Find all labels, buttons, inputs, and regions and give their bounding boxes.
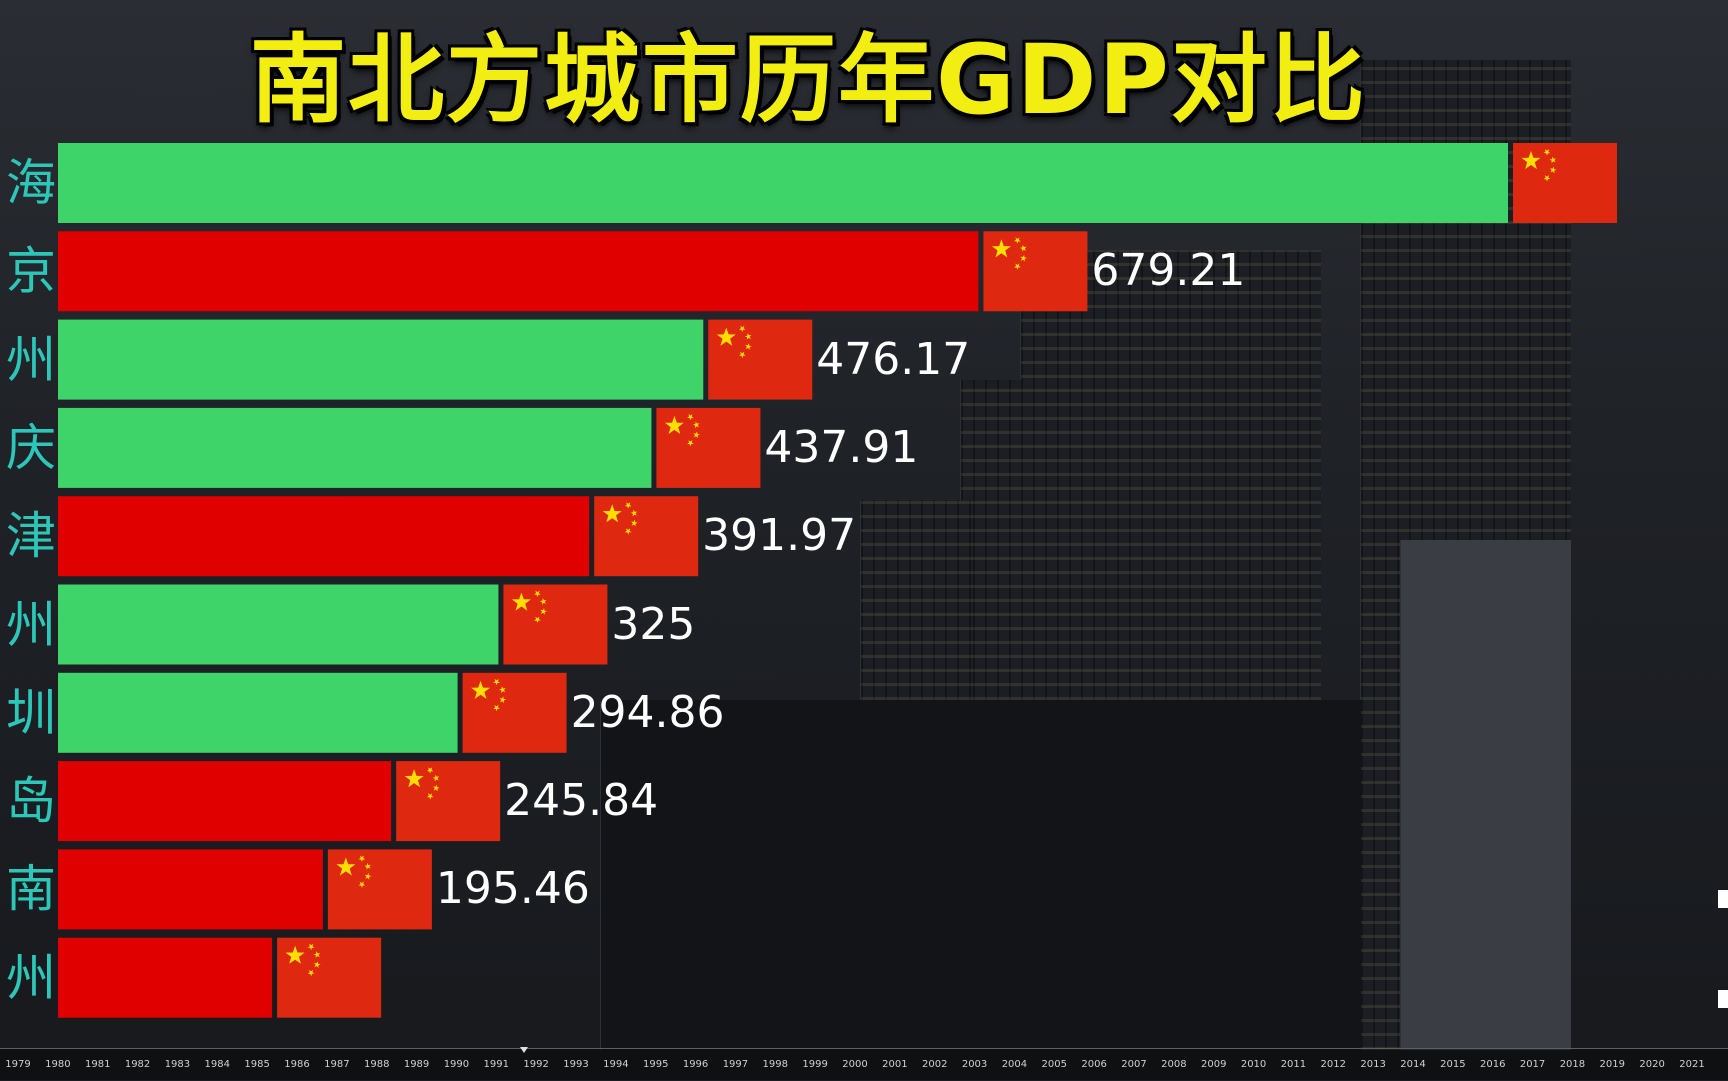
timeline-year-tick[interactable]: 1999 — [802, 1059, 828, 1070]
timeline-year-tick[interactable]: 1997 — [722, 1059, 749, 1070]
timeline-year-tick[interactable]: 2017 — [1519, 1059, 1546, 1070]
bar-8 — [58, 761, 392, 842]
value-label: 679.21 — [1091, 245, 1246, 297]
china-flag-icon — [1513, 143, 1617, 223]
timeline-year-tick[interactable]: 1985 — [244, 1059, 270, 1070]
side-marker — [1718, 990, 1728, 1008]
timeline-year-tick[interactable]: 2002 — [921, 1059, 948, 1070]
timeline-year-tick[interactable]: 1991 — [483, 1059, 510, 1070]
bar-7 — [58, 672, 458, 753]
timeline-year-tick[interactable]: 2003 — [961, 1059, 988, 1070]
timeline-year-tick[interactable]: 2009 — [1200, 1059, 1227, 1070]
china-flag-icon — [656, 407, 761, 488]
value-label: 391.97 — [702, 510, 857, 562]
year-timeline[interactable]: 1979 1980 1981 1982 1983 1984 1985 1986 1987 1988… — [0, 1047, 1728, 1081]
timeline-year-tick[interactable]: 1983 — [164, 1059, 191, 1070]
timeline-year-tick[interactable]: 2015 — [1440, 1059, 1466, 1070]
value-label: 476.17 — [816, 333, 971, 385]
value-label: 294.86 — [570, 686, 725, 738]
timeline-year-tick[interactable]: 1988 — [363, 1059, 390, 1070]
value-label: 437.91 — [764, 421, 919, 473]
china-flag-icon — [396, 761, 501, 842]
bar-5 — [58, 496, 590, 577]
city-label: 海 — [6, 154, 56, 212]
timeline-year-tick[interactable]: 1979 — [5, 1059, 31, 1070]
china-flag-icon — [594, 496, 699, 577]
timeline-year-tick[interactable]: 2006 — [1081, 1059, 1107, 1070]
timeline-year-tick[interactable]: 2019 — [1599, 1059, 1626, 1070]
timeline-year-tick[interactable]: 2007 — [1121, 1059, 1147, 1070]
timeline-year-tick[interactable]: 1984 — [204, 1059, 231, 1070]
china-flag-icon — [327, 849, 432, 930]
china-flag-icon — [277, 937, 382, 1018]
timeline-year-tick[interactable]: 1987 — [324, 1059, 350, 1070]
timeline-year-tick[interactable]: 1981 — [84, 1059, 111, 1070]
city-label: 津 — [6, 507, 56, 566]
timeline-year-tick[interactable]: 1995 — [642, 1059, 669, 1070]
background-street — [600, 700, 1361, 1050]
timeline-marker — [520, 1047, 528, 1053]
china-flag-icon — [983, 231, 1088, 312]
bar-6 — [58, 584, 499, 665]
bar-9 — [58, 849, 323, 930]
city-label: 州 — [6, 595, 56, 654]
bar-4 — [58, 407, 652, 488]
timeline-year-tick[interactable]: 1986 — [284, 1059, 310, 1070]
city-label: 州 — [6, 948, 56, 1007]
bar-chart — [58, 143, 1617, 1018]
timeline-year-tick[interactable]: 2008 — [1161, 1059, 1187, 1070]
city-label: 京 — [6, 242, 56, 301]
side-marker — [1718, 890, 1728, 908]
city-label: 州 — [6, 330, 56, 389]
timeline-year-tick[interactable]: 1993 — [563, 1059, 589, 1070]
timeline-year-tick[interactable]: 2012 — [1320, 1059, 1347, 1070]
city-label: 圳 — [6, 683, 56, 742]
timeline-year-tick[interactable]: 2020 — [1639, 1059, 1665, 1070]
timeline-year-tick[interactable]: 2016 — [1479, 1059, 1506, 1070]
china-flag-icon — [708, 319, 813, 400]
timeline-year-tick[interactable]: 1990 — [443, 1059, 470, 1070]
timeline-year-tick[interactable]: 2013 — [1360, 1059, 1386, 1070]
timeline-year-tick[interactable]: 1980 — [45, 1059, 71, 1070]
value-label: 245.84 — [504, 775, 659, 827]
china-flag-icon — [503, 584, 608, 665]
timeline-year-tick[interactable]: 2005 — [1041, 1059, 1068, 1070]
bar-1 — [58, 143, 1508, 223]
timeline-year-tick[interactable]: 2000 — [842, 1059, 868, 1070]
timeline-year-tick[interactable]: 1982 — [124, 1059, 151, 1070]
china-flag-icon — [462, 672, 567, 753]
timeline-year-tick[interactable]: 2001 — [882, 1059, 908, 1070]
timeline-year-tick[interactable]: 1994 — [603, 1059, 629, 1070]
city-label: 南 — [6, 860, 56, 919]
timeline-year-tick[interactable]: 2021 — [1679, 1059, 1705, 1070]
bar-3 — [58, 319, 704, 400]
timeline-year-tick[interactable]: 2004 — [1001, 1059, 1028, 1070]
value-label: 195.46 — [435, 863, 590, 915]
timeline-year-tick[interactable]: 1989 — [403, 1059, 430, 1070]
timeline-year-tick[interactable]: 2010 — [1240, 1059, 1267, 1070]
background-building — [1400, 540, 1571, 1050]
bar-2 — [58, 231, 979, 312]
timeline-year-tick[interactable]: 1992 — [523, 1059, 549, 1070]
bar-10 — [58, 937, 273, 1018]
timeline-year-tick[interactable]: 1996 — [682, 1059, 709, 1070]
timeline-year-tick[interactable]: 1998 — [762, 1059, 789, 1070]
city-label: 庆 — [6, 418, 56, 477]
timeline-year-tick[interactable]: 2014 — [1400, 1059, 1426, 1070]
city-label: 岛 — [6, 772, 56, 831]
timeline-year-tick[interactable]: 2011 — [1280, 1059, 1307, 1070]
value-label: 325 — [611, 598, 696, 650]
page-title: 南北方城市历年GDP对比 — [250, 24, 1367, 136]
timeline-year-tick[interactable]: 2018 — [1559, 1059, 1586, 1070]
